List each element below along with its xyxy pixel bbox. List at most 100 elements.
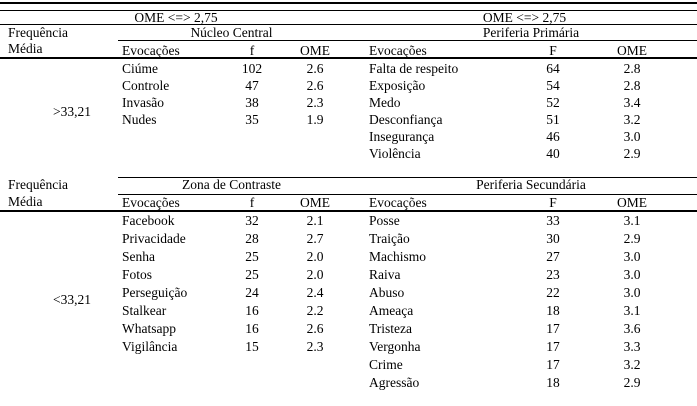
- evocacao-cell: Raiva: [369, 267, 401, 282]
- table-row: Crime 17 3.2: [365, 357, 697, 374]
- table-row: Invasão 38 2.3: [118, 95, 345, 112]
- freq-label-line1-b2: Frequência: [8, 177, 68, 192]
- f-cell: 54: [546, 78, 560, 93]
- ome-cell: 1.9: [306, 112, 324, 127]
- evocacao-cell: Fotos: [122, 267, 153, 282]
- rule-under-section-titles-2: [118, 194, 697, 195]
- title-periferia-secundaria: Periferia Secundária: [476, 177, 586, 192]
- ome-cell: 2.0: [306, 249, 324, 264]
- col-header-evocacoes: Evocações: [369, 195, 427, 210]
- rule-under-ome-header: [0, 24, 697, 25]
- f-cell: 15: [245, 339, 259, 354]
- rule-under-section-titles-1: [118, 40, 697, 41]
- col-header-f: F: [549, 195, 557, 210]
- evocacao-cell: Traição: [369, 231, 410, 246]
- evocacao-cell: Whatsapp: [122, 321, 176, 336]
- col-header-ome: OME: [617, 195, 647, 210]
- evocacao-cell: Perseguição: [122, 285, 188, 300]
- table-row: Ciúme 102 2.6: [118, 61, 345, 78]
- freq-label-line2-b2: Média: [8, 194, 43, 209]
- f-cell: 30: [546, 231, 560, 246]
- col-header-row-zona-contraste: Evocações f OME: [118, 195, 345, 212]
- evocacao-cell: Machismo: [369, 249, 426, 264]
- table-row: Ameaça 18 3.1: [365, 303, 697, 320]
- evocacao-cell: Vigilância: [122, 339, 178, 354]
- table-row: Controle 47 2.6: [118, 78, 345, 95]
- f-cell: 46: [546, 129, 560, 144]
- ome-cell: 2.9: [623, 375, 641, 390]
- table-row: Vergonha 17 3.3: [365, 339, 697, 356]
- rule-top-thin: [0, 10, 697, 11]
- freq-label-line2: Média: [8, 41, 43, 56]
- table-row: Agressão 18 2.9: [365, 375, 697, 392]
- evocacao-cell: Falta de respeito: [369, 61, 459, 76]
- freq-top-value: >33,21: [53, 104, 91, 119]
- ome-cell: 2.6: [306, 78, 324, 93]
- f-cell: 18: [546, 375, 560, 390]
- table-row: Posse 33 3.1: [365, 213, 697, 230]
- col-header-ome: OME: [300, 195, 330, 210]
- ome-cell: 2.8: [623, 78, 641, 93]
- ome-cell: 3.0: [623, 285, 641, 300]
- col-header-evocacoes: Evocações: [122, 195, 180, 210]
- ome-cell: 2.0: [306, 267, 324, 282]
- rule-above-section-titles-2: [118, 177, 697, 178]
- table-row: Falta de respeito 64 2.8: [365, 61, 697, 78]
- ome-cell: 2.9: [623, 231, 641, 246]
- table-row: Violência 40 2.9: [365, 146, 697, 163]
- ome-cell: 3.1: [623, 303, 641, 318]
- ome-threshold-right: OME <=> 2,75: [482, 10, 567, 25]
- table-row: Insegurança 46 3.0: [365, 129, 697, 146]
- table-row: Whatsapp 16 2.6: [118, 321, 345, 338]
- f-cell: 22: [546, 285, 560, 300]
- evocacao-cell: Controle: [122, 78, 170, 93]
- f-cell: 52: [546, 95, 560, 110]
- evocacao-cell: Exposição: [369, 78, 426, 93]
- ome-cell: 3.4: [623, 95, 641, 110]
- table-row: Desconfiança 51 3.2: [365, 112, 697, 129]
- col-header-f: f: [249, 195, 255, 210]
- ome-cell: 3.0: [623, 267, 641, 282]
- col-header-evocacoes: Evocações: [122, 43, 180, 58]
- evocacao-cell: Abuso: [369, 285, 405, 300]
- evocacao-cell: Posse: [369, 213, 400, 228]
- table-row: Facebook 32 2.1: [118, 213, 345, 230]
- f-cell: 40: [546, 146, 560, 161]
- evocacao-cell: Agressão: [369, 375, 420, 390]
- f-cell: 38: [245, 95, 259, 110]
- title-nucleo-central: Núcleo Central: [190, 25, 273, 40]
- ome-cell: 3.6: [623, 321, 641, 336]
- f-cell: 24: [245, 285, 259, 300]
- ome-cell: 3.3: [623, 339, 641, 354]
- table-row: Vigilância 15 2.3: [118, 339, 345, 356]
- f-cell: 17: [546, 339, 560, 354]
- col-header-evocacoes: Evocações: [369, 43, 427, 58]
- evocacao-cell: Tristeza: [369, 321, 412, 336]
- f-cell: 16: [245, 303, 259, 318]
- table-row: Senha 25 2.0: [118, 249, 345, 266]
- ome-cell: 2.6: [306, 61, 324, 76]
- ome-cell: 2.4: [306, 285, 324, 300]
- evocacao-cell: Facebook: [122, 213, 175, 228]
- f-cell: 25: [245, 267, 259, 282]
- ome-cell: 2.9: [623, 146, 641, 161]
- evocacao-cell: Senha: [122, 249, 155, 264]
- ome-cell: 2.1: [306, 213, 324, 228]
- table-row: Exposição 54 2.8: [365, 78, 697, 95]
- evocacao-cell: Desconfiança: [369, 112, 443, 127]
- table-row: Stalkear 16 2.2: [118, 303, 345, 320]
- f-cell: 102: [241, 61, 263, 76]
- col-header-row-periferia-primaria: Evocações F OME: [365, 43, 697, 60]
- ome-cell: 2.3: [306, 95, 324, 110]
- ome-cell: 3.2: [623, 357, 641, 372]
- table-row: Perseguição 24 2.4: [118, 285, 345, 302]
- f-cell: 17: [546, 321, 560, 336]
- evocacao-cell: Violência: [369, 146, 421, 161]
- evocacao-cell: Ameaça: [369, 303, 414, 318]
- col-header-row-periferia-secundaria: Evocações F OME: [365, 195, 697, 212]
- evocacao-cell: Privacidade: [122, 231, 186, 246]
- ome-cell: 3.0: [623, 249, 641, 264]
- rule-top-thick: [0, 2, 697, 4]
- freq-bottom-value: <33,21: [53, 292, 91, 307]
- col-header-f: f: [249, 43, 255, 58]
